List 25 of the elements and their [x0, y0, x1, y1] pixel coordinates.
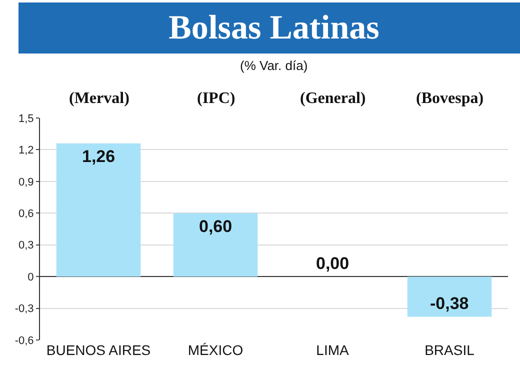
bar — [173, 213, 258, 277]
y-tick-label: 0,3 — [18, 240, 34, 252]
bar — [56, 143, 141, 277]
bar — [407, 276, 492, 317]
y-tick-label: 0,6 — [18, 208, 34, 220]
x-tick-label: LIMA — [316, 342, 350, 358]
text: (Bovespa) — [416, 90, 484, 107]
text: (General) — [300, 90, 366, 107]
y-tick-label: -0,6 — [14, 334, 34, 347]
y-tick-label: 1,2 — [18, 144, 34, 157]
data-label: -0,38 — [430, 294, 469, 313]
data-label: 0,00 — [316, 254, 350, 273]
x-tick-label: MÉXICO — [188, 342, 244, 358]
y-tick-label: 0 — [28, 271, 34, 284]
y-tick-label: -0,3 — [14, 303, 34, 316]
data-label: 1,26 — [82, 147, 116, 166]
text: (IPC) — [197, 90, 236, 107]
text: (Merval) — [69, 90, 130, 107]
chart-title: Bolsas Latinas — [168, 10, 380, 46]
x-tick-label: BRASIL — [424, 342, 475, 358]
chart-subtitle: (% Var. día) — [240, 58, 308, 73]
y-tick-label: 1,5 — [18, 112, 34, 125]
x-tick-label: BUENOS AIRES — [46, 342, 151, 358]
y-tick-label: 0,9 — [18, 176, 34, 188]
data-label: 0,60 — [199, 217, 232, 236]
